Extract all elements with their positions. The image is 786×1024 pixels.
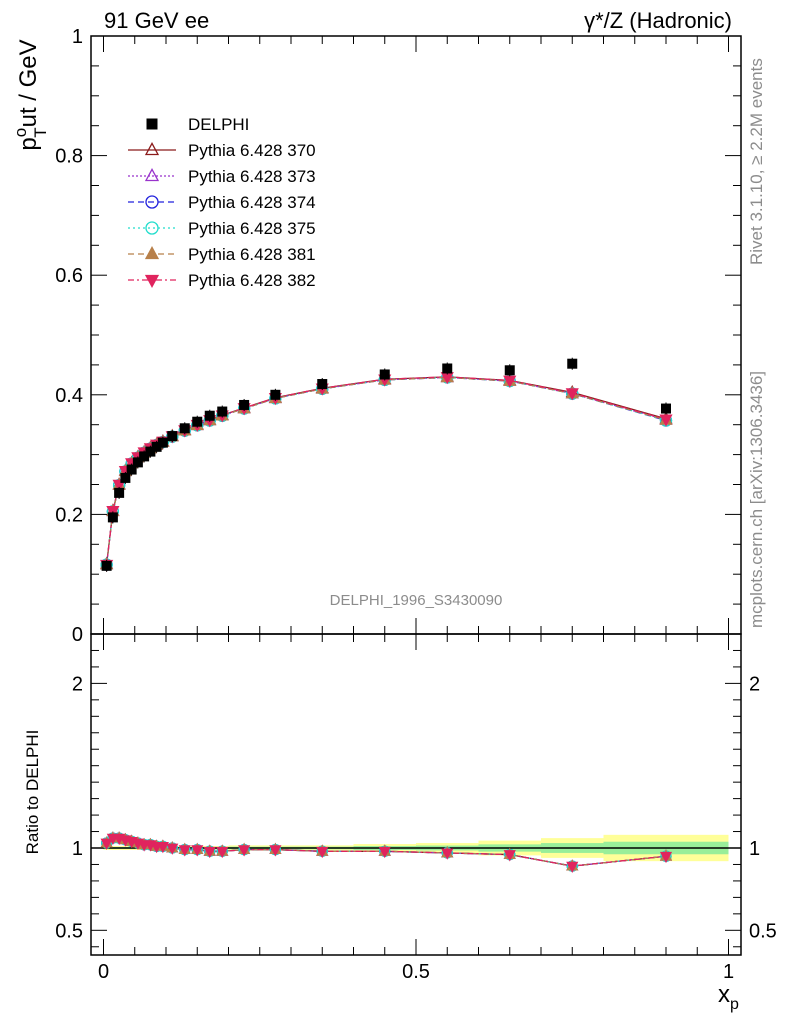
data-point (145, 446, 156, 457)
mcplots-label: mcplots.cern.ch [arXiv:1306.3436] (747, 371, 766, 628)
mc-series-line (105, 376, 667, 565)
mc-series-line (105, 376, 667, 565)
ratio-plot-frame (90, 633, 742, 956)
legend-marker (144, 274, 160, 288)
legend-label: Pythia 6.428 382 (188, 271, 316, 290)
data-point (567, 358, 578, 369)
data-point (270, 389, 281, 400)
data-point (239, 399, 250, 410)
legend-marker (145, 221, 159, 235)
rivet-version-label: Rivet 3.1.10, ≥ 2.2M events (747, 58, 766, 265)
analysis-watermark: DELPHI_1996_S3430090 (330, 592, 503, 609)
legend-marker (145, 195, 159, 209)
ratio-y-tick-label-right: 2 (749, 673, 760, 695)
data-point (379, 369, 390, 380)
data-point (126, 464, 137, 475)
ratio-y-tick-label: 2 (72, 673, 83, 695)
x-tick-label: 0.5 (402, 961, 430, 983)
data-point (192, 416, 203, 427)
mc-series-line (105, 376, 667, 565)
legend-label: Pythia 6.428 375 (188, 219, 316, 238)
data-point (179, 423, 190, 434)
data-point (442, 363, 453, 374)
ratio-series-point (203, 846, 216, 859)
legend-marker (144, 168, 160, 182)
x-tick-label: 1 (723, 961, 734, 983)
legend-label: Pythia 6.428 381 (188, 245, 316, 264)
header-right-label: γ*/Z (Hadronic) (584, 8, 732, 33)
data-point (317, 379, 328, 390)
ratio-series-point (238, 845, 251, 857)
data-point (157, 437, 168, 448)
legend-label: Pythia 6.428 374 (188, 193, 316, 212)
ratio-series-point (156, 841, 169, 854)
legend-label: Pythia 6.428 370 (188, 141, 316, 160)
header-left-label: 91 GeV ee (104, 8, 209, 33)
ratio-series-point (269, 845, 282, 857)
ratio-series-point (216, 846, 229, 859)
data-point (204, 410, 215, 421)
ratio-series-point (100, 838, 113, 850)
ratio-y-tick-label-right: 1 (749, 838, 760, 860)
ratio-series-point (659, 851, 673, 864)
svg-text:xp: xp (718, 981, 739, 1013)
data-point (132, 457, 143, 468)
data-point (167, 431, 178, 442)
svg-text:poTut / GeV: poTut / GeV (11, 39, 50, 150)
ratio-series-point (378, 846, 391, 859)
ratio-plot-panel: 0 0.5 1 0.5 0.5 1 1 2 2 (55, 633, 777, 983)
main-y-axis-label: poTut / GeV (11, 39, 50, 150)
ratio-y-tick-label: 1 (72, 838, 83, 860)
ratio-series-point (566, 861, 579, 873)
x-tick-label: 0 (98, 961, 109, 983)
main-plot-panel: 0 0.2 0.4 0.6 0.8 1 (55, 26, 742, 646)
data-point (107, 512, 118, 523)
ratio-y-axis-label: Ratio to DELPHI (23, 730, 42, 855)
ratio-y-tick-label: 0.5 (55, 920, 83, 942)
ratio-series-point (441, 848, 454, 860)
mc-series-line (105, 376, 667, 565)
data-point (217, 406, 228, 417)
data-point (101, 560, 112, 571)
ratio-series-point (178, 845, 191, 857)
data-point (139, 451, 150, 462)
data-point (114, 487, 125, 498)
mc-series-point (565, 388, 579, 401)
main-y-tick-label: 0.4 (55, 385, 83, 407)
ratio-series-point (503, 850, 516, 862)
mc-series-point (503, 375, 517, 388)
legend-label-delphi: DELPHI (188, 115, 249, 134)
ratio-series-point (191, 845, 204, 857)
ratio-series-point (166, 843, 179, 855)
data-point (120, 472, 131, 483)
legend-marker (144, 142, 160, 156)
ratio-y-tick-label-right: 0.5 (749, 920, 777, 942)
data-point (151, 441, 162, 452)
legend-marker (144, 246, 160, 260)
main-y-tick-label: 0.2 (55, 504, 83, 526)
data-point (661, 403, 671, 414)
main-y-tick-label: 1 (72, 26, 83, 48)
main-y-tick-label: 0.6 (55, 265, 83, 287)
data-point (504, 365, 515, 376)
main-y-tick-label: 0.8 (55, 146, 83, 168)
legend-marker-delphi (146, 118, 158, 130)
mc-series-line (105, 376, 667, 565)
mc-series-point (659, 414, 673, 427)
mc-series-line (105, 376, 667, 565)
legend-label: Pythia 6.428 373 (188, 167, 316, 186)
ratio-series-point (316, 846, 329, 859)
legend: DELPHI Pythia 6.428 370 Pythia 6.428 373 Py… (128, 115, 316, 290)
main-y-tick-label: 0 (72, 624, 83, 646)
x-axis-label: xp (718, 981, 739, 1013)
